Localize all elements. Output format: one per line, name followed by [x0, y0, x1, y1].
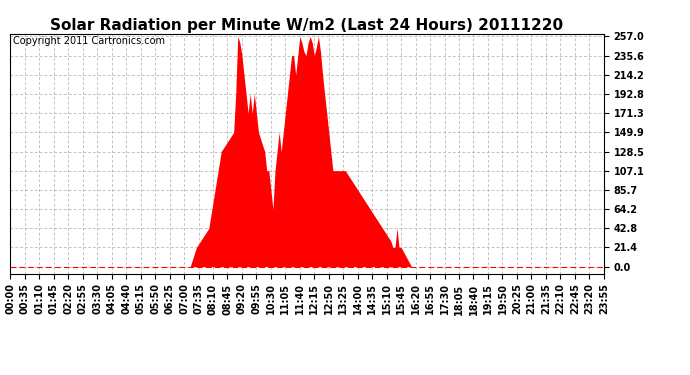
Title: Solar Radiation per Minute W/m2 (Last 24 Hours) 20111220: Solar Radiation per Minute W/m2 (Last 24… [50, 18, 564, 33]
Text: Copyright 2011 Cartronics.com: Copyright 2011 Cartronics.com [13, 36, 166, 46]
